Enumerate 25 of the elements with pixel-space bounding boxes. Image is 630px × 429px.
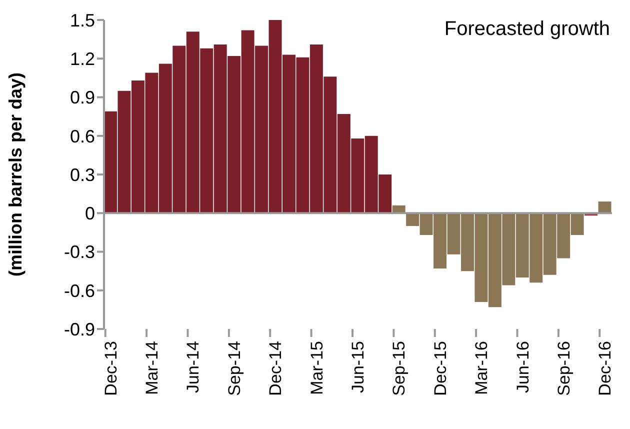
x-tick-label: Jun-14 xyxy=(184,341,203,393)
y-tick-label: 0.9 xyxy=(70,88,95,108)
x-tick-label: Dec-13 xyxy=(101,341,120,396)
x-tick-label: Sep-16 xyxy=(554,341,574,396)
y-tick-label: -0.3 xyxy=(64,242,95,262)
x-tick-label: Sep-14 xyxy=(224,341,244,396)
y-tick-label: 0 xyxy=(84,204,95,224)
x-tick-label: Jun-16 xyxy=(513,341,532,393)
x-tick-label: Dec-15 xyxy=(430,341,450,396)
y-axis-title: (million barrels per day) xyxy=(5,72,26,277)
x-tick-label: Dec-16 xyxy=(596,341,615,396)
chart-title: Forecasted growth xyxy=(444,18,610,41)
y-tick-label: 0.6 xyxy=(70,126,95,146)
bar xyxy=(598,202,612,214)
y-tick-label: -0.9 xyxy=(64,319,95,340)
x-tick-label: Sep-15 xyxy=(390,341,409,396)
x-tick-label: Dec-14 xyxy=(266,341,286,396)
y-tick-label: 1.2 xyxy=(70,49,95,70)
x-tick-label: Mar-14 xyxy=(142,341,162,395)
x-tick-label: Mar-16 xyxy=(472,341,492,395)
y-tick-label: 1.5 xyxy=(70,10,95,30)
y-tick-label: -0.6 xyxy=(64,280,95,301)
x-tick-label: Mar-15 xyxy=(307,341,326,395)
y-tick-label: 0.3 xyxy=(70,164,95,185)
x-tick-label: Jun-15 xyxy=(348,341,368,393)
